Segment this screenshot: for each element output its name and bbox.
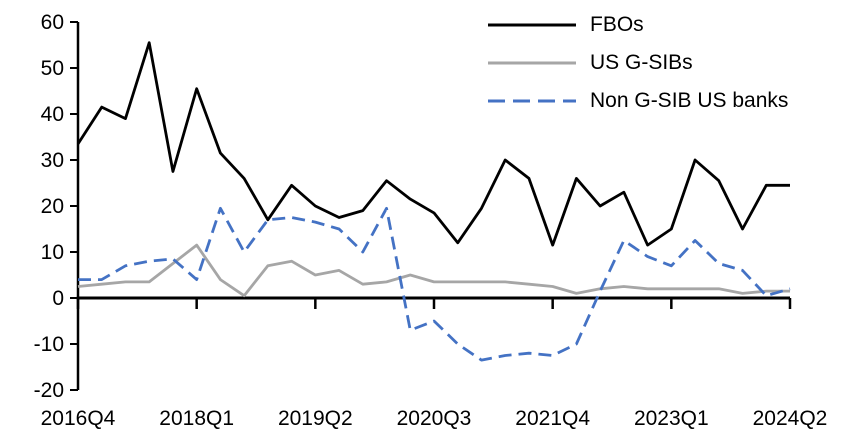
y-tick-label: -10 — [34, 333, 64, 356]
x-tick-label: 2016Q4 — [41, 407, 116, 430]
y-tick-label: 40 — [41, 103, 64, 126]
y-tick-label: 10 — [41, 241, 64, 264]
fbos-line-sample-icon — [488, 23, 576, 27]
legend: FBOs US G-SIBs Non G-SIB US banks — [488, 6, 788, 120]
legend-label-non-gsib: Non G-SIB US banks — [590, 89, 789, 112]
legend-item-fbos: FBOs — [488, 6, 788, 44]
x-tick-label: 2023Q1 — [634, 407, 709, 430]
x-tick-label: 2024Q2 — [753, 407, 828, 430]
series-line-non-g-sib-us-banks — [78, 206, 791, 362]
y-tick-label: 60 — [41, 11, 64, 34]
series-line-fbos — [76, 41, 790, 247]
x-tick-label: 2020Q3 — [397, 407, 472, 430]
legend-label-us-gsibs: US G-SIBs — [590, 51, 693, 74]
y-tick-label: -20 — [34, 379, 64, 402]
y-tick-label: 50 — [41, 57, 64, 80]
legend-item-non-gsib: Non G-SIB US banks — [488, 82, 788, 120]
us-gsibs-line-sample-icon — [488, 61, 576, 65]
legend-label-fbos: FBOs — [590, 13, 644, 36]
y-tick-label: 20 — [41, 195, 64, 218]
non-gsib-dashed-line-sample-icon — [488, 99, 576, 103]
x-tick-label: 2021Q4 — [515, 407, 590, 430]
y-tick-label: 0 — [52, 287, 64, 310]
y-tick-label: 30 — [41, 149, 64, 172]
series-line-us-g-sibs — [77, 243, 790, 298]
x-tick-label: 2019Q2 — [278, 407, 353, 430]
x-tick-label: 2018Q1 — [159, 407, 234, 430]
legend-item-us-gsibs: US G-SIBs — [488, 44, 788, 82]
